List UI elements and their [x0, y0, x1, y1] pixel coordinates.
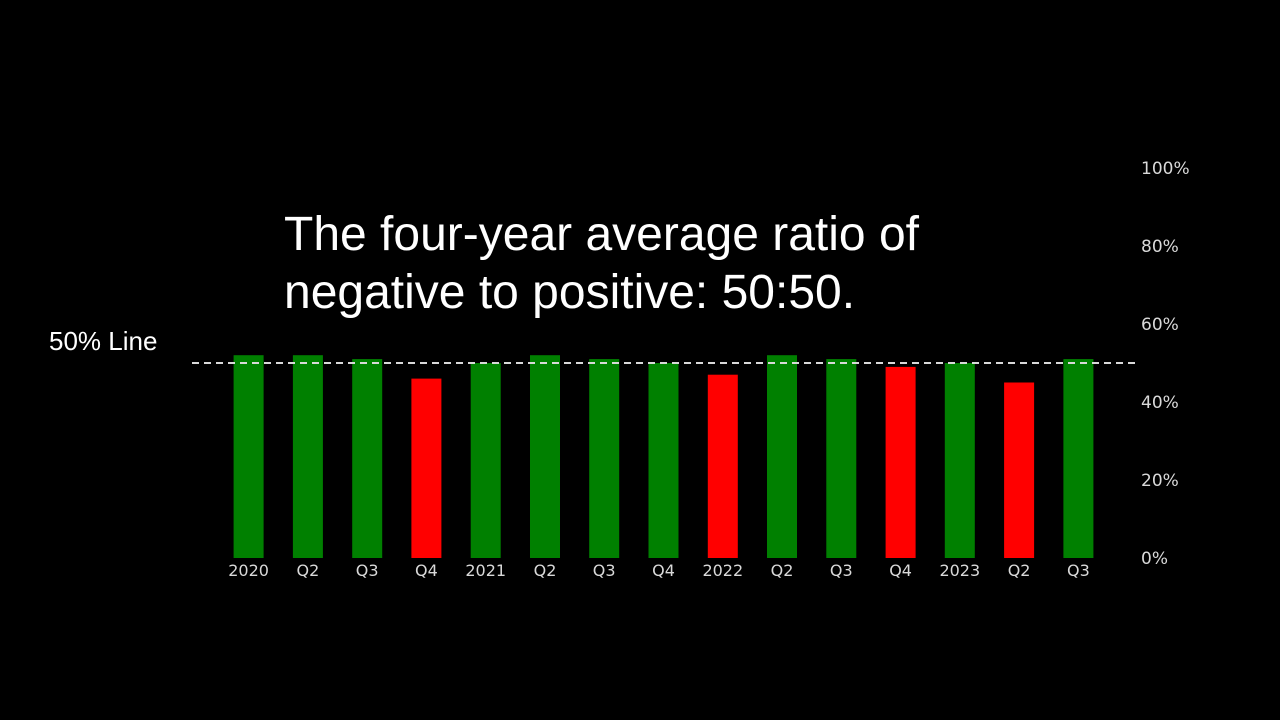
bar-1 — [233, 355, 264, 558]
x-tick-label: 2020 — [228, 561, 269, 580]
bar-12 — [885, 366, 916, 558]
x-tick-label: Q2 — [771, 561, 794, 580]
x-tick-label: Q3 — [1067, 561, 1090, 580]
bar-8 — [648, 363, 679, 558]
bar-group — [233, 355, 1094, 558]
x-tick-label: Q4 — [889, 561, 912, 580]
y-tick-label: 20% — [1141, 471, 1179, 491]
bar-6 — [530, 355, 560, 558]
x-tick-label: Q4 — [652, 561, 675, 580]
bar-10 — [767, 355, 797, 558]
x-tick-label: Q3 — [830, 561, 853, 580]
bar-5 — [470, 363, 501, 558]
headline-line-1: The four-year average ratio of — [284, 208, 919, 261]
x-tick-label: Q2 — [297, 561, 320, 580]
bar-15 — [1063, 359, 1094, 558]
x-tick-label: Q4 — [415, 561, 438, 580]
x-tick-label: Q3 — [593, 561, 616, 580]
x-tick-label: 2022 — [702, 561, 743, 580]
y-tick-label: 0% — [1141, 549, 1168, 569]
x-tick-labels: 2020 Q2 Q3 Q4 2021 Q2 Q3 Q4 2022 Q2 Q3 Q4 2023 Q2 Q3 — [228, 561, 1090, 580]
y-tick-label: 40% — [1141, 393, 1179, 413]
bar-7 — [589, 359, 620, 558]
y-tick-label: 60% — [1141, 315, 1179, 335]
x-tick-label: Q3 — [356, 561, 379, 580]
x-tick-label: Q2 — [1008, 561, 1031, 580]
headline-line-2: negative to positive: 50:50. — [284, 266, 856, 319]
bar-2 — [292, 355, 323, 558]
bar-11 — [826, 359, 857, 558]
y-tick-label: 100% — [1141, 159, 1190, 179]
x-tick-label: 2021 — [465, 561, 506, 580]
bar-13 — [944, 363, 975, 558]
bar-4 — [411, 378, 442, 558]
reference-line-label: 50% Line — [49, 326, 158, 356]
bar-9 — [707, 374, 738, 558]
x-tick-label: Q2 — [534, 561, 557, 580]
bar-3 — [352, 359, 383, 558]
slide-headline: The four-year average ratio of negative … — [284, 206, 1044, 322]
y-tick-labels: 0% 20% 40% 60% 80% 100% — [1141, 159, 1190, 569]
y-tick-label: 80% — [1141, 237, 1179, 257]
x-tick-label: 2023 — [939, 561, 980, 580]
bar-14 — [1004, 382, 1035, 558]
